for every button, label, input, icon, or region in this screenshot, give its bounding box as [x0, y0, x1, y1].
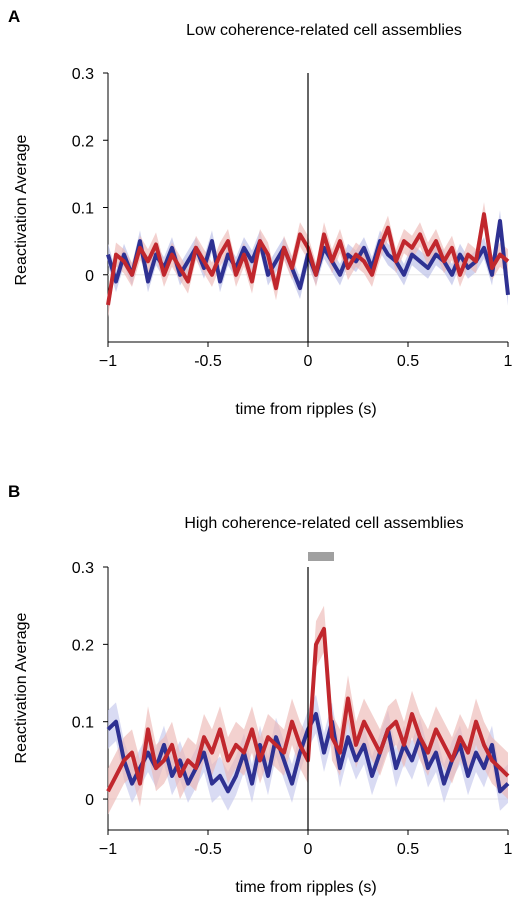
panel-b-x-tick-label: -0.5	[194, 841, 222, 858]
panel-b-x-tick-label: 0.5	[397, 841, 419, 858]
panel-b-y-tick-label: 0	[85, 792, 94, 809]
panel-b-x-tick-label: 1	[504, 841, 513, 858]
panel-b-significance-bar	[308, 552, 334, 561]
panel-b: B High coherence-related cell assemblies…	[8, 482, 513, 896]
panel-a-y-tick-label: 0.3	[72, 66, 94, 83]
panel-a-y-tick-label: 0.1	[72, 201, 94, 218]
panel-a-x-tick-label: 1	[504, 353, 513, 370]
panel-a-title: Low coherence-related cell assemblies	[186, 22, 462, 39]
panel-b-y-axis-label: Reactivation Average	[13, 612, 30, 763]
panel-a-y-axis-label: Reactivation Average	[13, 134, 30, 285]
panel-b-y-tick-label: 0.1	[72, 715, 94, 732]
panel-a-x-tick-label: -0.5	[194, 353, 222, 370]
panel-a-letter: A	[8, 7, 20, 26]
panel-b-series-1-error-band	[108, 694, 508, 811]
panel-b-x-tick-label: −1	[99, 841, 117, 858]
panel-a-x-tick-label: 0.5	[397, 353, 419, 370]
panel-a-y-tick-label: 0.2	[72, 133, 94, 150]
panel-a: A Low coherence-related cell assemblies …	[8, 7, 513, 418]
panel-b-y-tick-label: 0.3	[72, 560, 94, 577]
panel-a-ticks: 0 0.1 0.2 0.3 −1 -0.5 0 0.5 1	[72, 66, 513, 370]
panel-a-y-tick-label: 0	[85, 268, 94, 285]
panel-a-x-tick-label: −1	[99, 353, 117, 370]
panel-a-x-tick-label: 0	[304, 353, 313, 370]
panel-b-title: High coherence-related cell assemblies	[184, 515, 463, 532]
panel-a-plot-area	[106, 73, 510, 342]
panel-b-x-tick-label: 0	[304, 841, 313, 858]
panel-b-y-tick-label: 0.2	[72, 637, 94, 654]
panel-a-x-axis-label: time from ripples (s)	[235, 401, 376, 418]
panel-b-letter: B	[8, 482, 20, 501]
panel-b-ticks: 0 0.1 0.2 0.3 −1 -0.5 0 0.5 1	[72, 560, 513, 858]
panel-b-plot-area	[106, 552, 510, 830]
panel-b-x-axis-label: time from ripples (s)	[235, 879, 376, 896]
